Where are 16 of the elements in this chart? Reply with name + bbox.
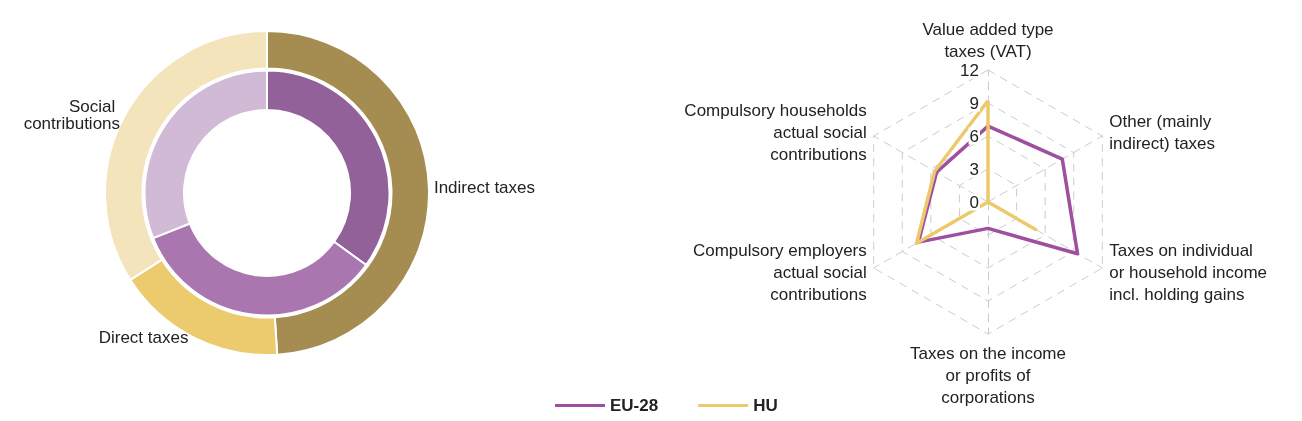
y-tick-label: 9	[969, 93, 979, 113]
spoke-label: Value added type taxes (VAT)	[922, 19, 1054, 61]
legend-label: EU-28	[610, 396, 659, 415]
y-tick-label: 6	[969, 126, 979, 146]
spoke-label: Compulsory employers actual social contributions	[692, 240, 867, 304]
slice-label: Indirect taxes	[433, 178, 536, 198]
spoke-label: Taxes on individual or household income incl. holding gains	[1109, 240, 1268, 304]
spoke-label: Compulsory households actual social contributions	[684, 100, 867, 164]
y-tick-label: 12	[960, 60, 979, 80]
legend-label: HU	[753, 396, 778, 415]
slice-label: Direct taxes	[98, 327, 189, 347]
y-tick-label: 3	[969, 159, 979, 179]
spoke-label: Other (mainly indirect) taxes	[1109, 111, 1216, 153]
slice-label: Social contributions	[23, 96, 121, 133]
y-tick-label: 0	[969, 192, 979, 212]
spoke-label: Taxes on the income or profits of corporations	[910, 343, 1066, 407]
